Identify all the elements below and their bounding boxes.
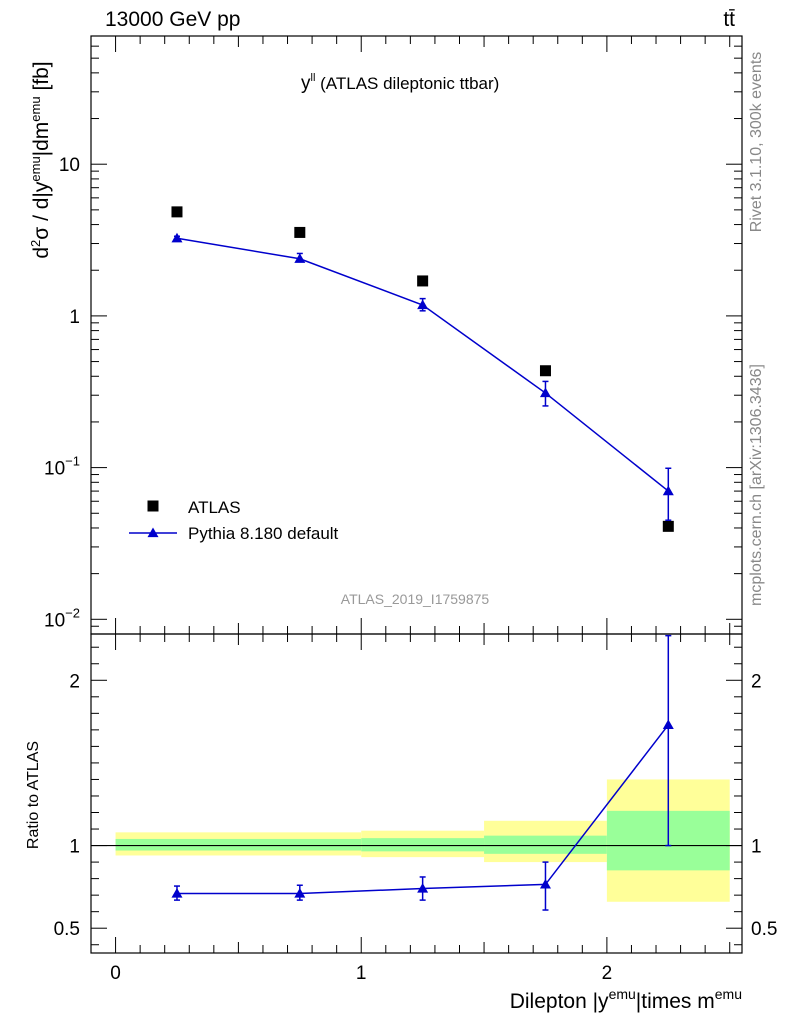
ratio-plot-frame [90, 633, 743, 954]
ratio-pythia-point [294, 887, 306, 898]
main-y-axis-title-part: [fb] [30, 61, 53, 96]
pythia-point [417, 299, 429, 310]
ratio-y-tick-label-right: 2 [751, 671, 762, 692]
ratio-y-tick-label-left: 0.5 [54, 919, 80, 940]
ratio-band-inner-0 [115, 838, 362, 851]
atlas-data-point [417, 275, 429, 287]
legend-atlas-label: ATLAS [188, 498, 241, 517]
legend-atlas-marker [147, 500, 159, 512]
ratio-panel-series [171, 634, 674, 911]
atlas-data-point [294, 226, 306, 238]
pythia-point [539, 387, 551, 398]
ratio-pythia-point [417, 883, 429, 893]
atlas-data-point [171, 206, 183, 218]
energy-label: 13000 GeV pp [105, 8, 240, 31]
plot-title-sup: ll [311, 72, 316, 84]
main-panel-series [171, 206, 674, 532]
main-y-tick-label: 10−2 [44, 605, 80, 631]
x-tick-label: 1 [356, 963, 367, 984]
main-y-tick-label-exp: −2 [65, 605, 80, 620]
ratio-y-tick-label-left: 2 [69, 671, 80, 692]
rivet-label: Rivet 3.1.10, 300k events [748, 52, 765, 233]
plot-title: yll (ATLAS dileptonic ttbar) [301, 72, 499, 94]
main-y-axis-title-part: σ / d|y [30, 181, 53, 240]
x-axis-title-part: Dilepton |y [510, 990, 609, 1013]
pythia-point [662, 485, 674, 496]
main-y-tick-label-base: 10 [44, 610, 65, 631]
atlas-data-point [662, 520, 674, 532]
pythia-point [294, 253, 306, 263]
plot-title-rest: (ATLAS dileptonic ttbar) [315, 74, 499, 93]
main-y-axis-title-sup: emu [28, 156, 43, 181]
main-y-tick-label: 10 [59, 155, 80, 176]
ratio-y-axis-title: Ratio to ATLAS [25, 741, 42, 849]
process-label: tt̄ [723, 8, 735, 31]
ratio-band-inner-1 [361, 838, 485, 852]
ratio-pythia-point [662, 719, 674, 730]
ratio-y-tick-label-left: 1 [69, 837, 80, 858]
ratio-pythia-point [539, 878, 551, 889]
mcplots-label: mcplots.cern.ch [arXiv:1306.3436] [748, 364, 765, 606]
main-y-tick-label-exp: −1 [65, 454, 80, 469]
legend-pythia-marker [147, 527, 159, 538]
atlas-data-point [539, 365, 551, 377]
main-y-axis-title-sup: 2 [28, 240, 43, 247]
analysis-watermark: ATLAS_2019_I1759875 [341, 591, 490, 607]
x-axis-title: Dilepton |yemu|times memu [510, 986, 742, 1013]
plot-title-main: y [301, 73, 311, 94]
ratio-y-tick-label-right: 0.5 [751, 919, 777, 940]
main-y-axis-title-part: d [30, 247, 53, 259]
main-y-axis-title-sup: emu [28, 96, 43, 121]
x-tick-label: 2 [602, 963, 613, 984]
legend-pythia-label: Pythia 8.180 default [188, 524, 339, 543]
ratio-pythia-line [176, 724, 669, 895]
main-y-tick-label-base: 10 [44, 459, 65, 480]
main-y-tick-label: 1 [69, 307, 80, 328]
x-axis-title-part: |times m [636, 990, 715, 1013]
ratio-panel-axes: 0.5 0.5 1 1 2 2 0 1 2 [54, 633, 777, 984]
main-y-axis-title-part: |dm [30, 122, 53, 157]
x-axis-title-sup: emu [609, 986, 636, 1002]
ratio-y-tick-label-right: 1 [751, 837, 762, 858]
main-y-axis-title: d2σ / d|yemu|dmemu [fb] [28, 61, 53, 258]
main-y-tick-label: 10−1 [44, 454, 80, 480]
main-plot-frame [90, 35, 743, 635]
ratio-pythia-point [171, 887, 183, 898]
pythia-point [171, 232, 183, 243]
ratio-band-inner-2 [484, 835, 607, 854]
x-tick-label: 0 [110, 963, 121, 984]
x-axis-title-sup: emu [715, 986, 742, 1002]
legend: ATLAS Pythia 8.180 default [129, 498, 339, 543]
